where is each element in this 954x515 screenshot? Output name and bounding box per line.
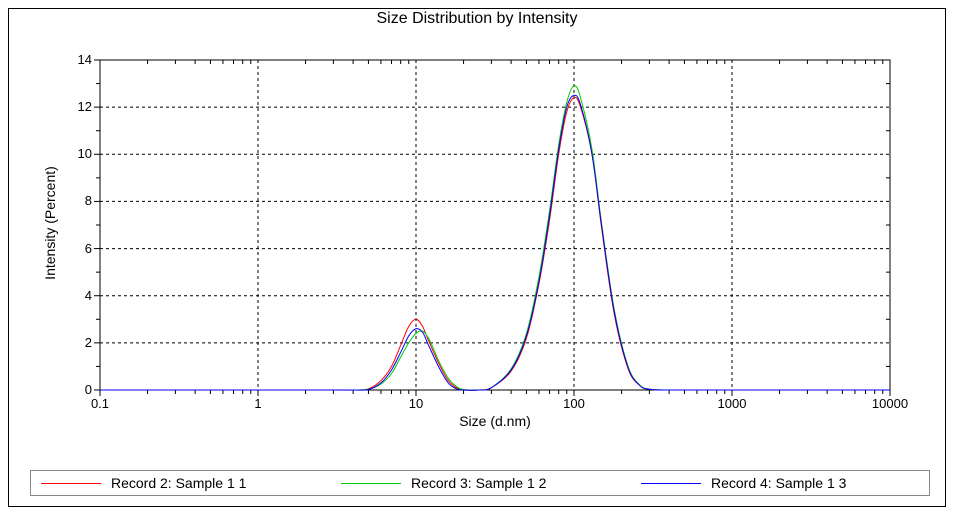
- y-tick-label: 6: [62, 241, 92, 256]
- y-tick-label: 10: [62, 146, 92, 161]
- y-tick-label: 14: [62, 52, 92, 67]
- legend-label-2: Record 4: Sample 1 3: [711, 475, 846, 491]
- series-line-1: [100, 86, 890, 390]
- legend-label-1: Record 3: Sample 1 2: [411, 475, 546, 491]
- chart-title: Size Distribution by Intensity: [0, 10, 954, 28]
- legend-swatch-1: [341, 483, 401, 484]
- x-tick-label: 10000: [860, 396, 920, 411]
- legend: Record 2: Sample 1 1 Record 3: Sample 1 2…: [30, 470, 930, 496]
- series-line-2: [100, 95, 890, 390]
- legend-swatch-0: [41, 483, 101, 484]
- x-axis-label: Size (d.nm): [100, 413, 890, 429]
- legend-swatch-2: [641, 483, 701, 484]
- series-line-0: [100, 97, 890, 390]
- plot-area: [100, 60, 890, 390]
- y-tick-label: 12: [62, 99, 92, 114]
- x-tick-label: 1000: [702, 396, 762, 411]
- legend-item-2: Record 4: Sample 1 3: [641, 475, 846, 491]
- legend-label-0: Record 2: Sample 1 1: [111, 475, 246, 491]
- x-tick-label: 1: [228, 396, 288, 411]
- x-tick-label: 10: [386, 396, 446, 411]
- x-tick-label: 0.1: [70, 396, 130, 411]
- legend-item-1: Record 3: Sample 1 2: [341, 475, 546, 491]
- y-tick-label: 4: [62, 288, 92, 303]
- y-axis-label: Intensity (Percent): [42, 153, 58, 293]
- y-tick-label: 8: [62, 193, 92, 208]
- x-tick-label: 100: [544, 396, 604, 411]
- y-tick-label: 0: [62, 382, 92, 397]
- y-tick-label: 2: [62, 335, 92, 350]
- legend-item-0: Record 2: Sample 1 1: [41, 475, 246, 491]
